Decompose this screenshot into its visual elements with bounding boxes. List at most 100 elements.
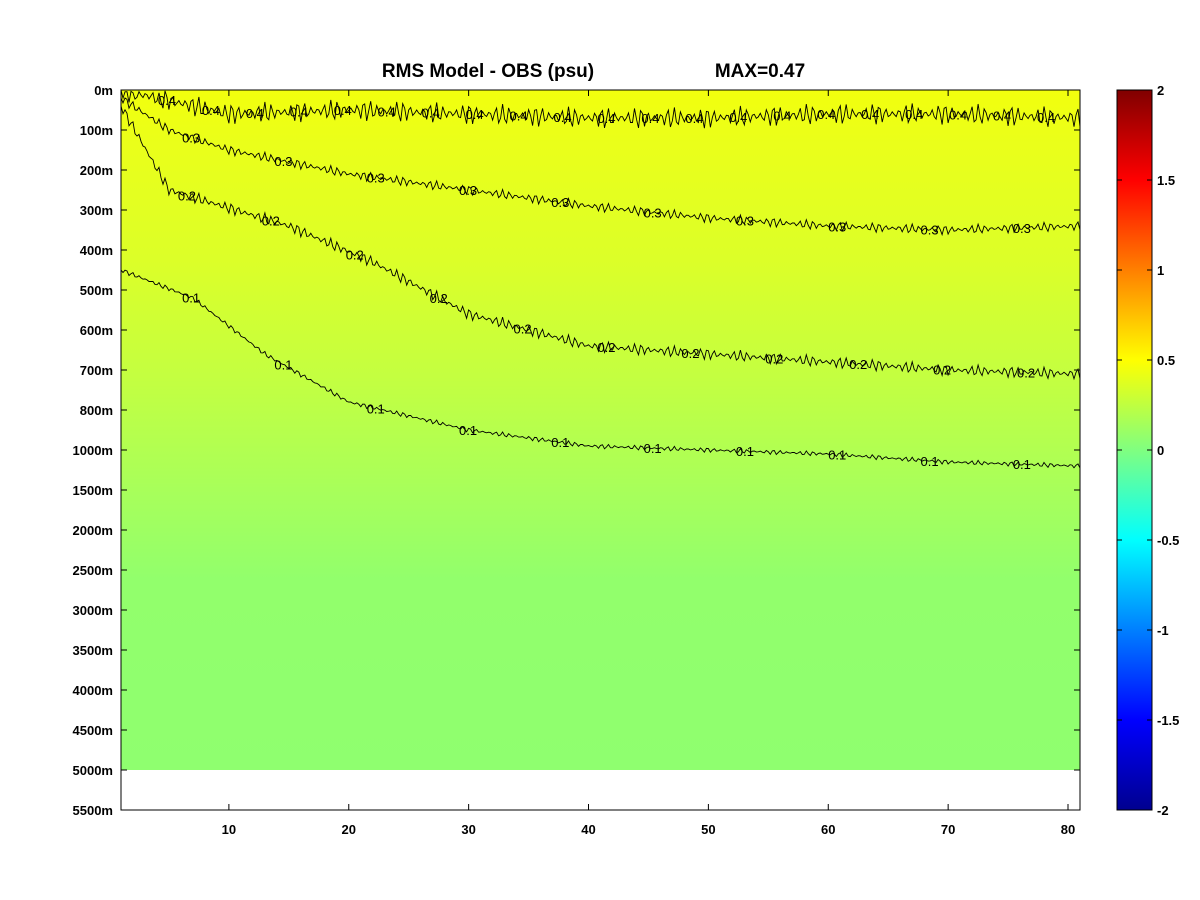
contour-label: 0.4 xyxy=(949,107,967,122)
contour-label: 0.2 xyxy=(262,214,280,229)
contour-label: 0.3 xyxy=(367,171,385,186)
contour-label: 0.4 xyxy=(641,111,659,126)
y-tick-label: 1000m xyxy=(73,443,113,458)
colorbar-tick-label: -1.5 xyxy=(1157,713,1179,728)
contour-label: 0.4 xyxy=(729,110,747,125)
contour-label: 0.4 xyxy=(1037,110,1055,125)
contour-label: 0.2 xyxy=(681,346,699,361)
x-tick-label: 70 xyxy=(941,822,955,837)
colorbar-fill xyxy=(1116,89,1153,811)
contour-label: 0.2 xyxy=(849,357,867,372)
contour-label: 0.4 xyxy=(290,105,308,120)
contour-label: 0.4 xyxy=(510,109,528,124)
y-tick-label: 4000m xyxy=(73,683,113,698)
contour-label: 0.3 xyxy=(459,183,477,198)
contour-label: 0.3 xyxy=(736,213,754,228)
contour-label: 0.2 xyxy=(346,247,364,262)
colorbar-tick-label: -1 xyxy=(1157,623,1169,638)
contour-label: 0.4 xyxy=(158,93,176,108)
contour-label: 0.1 xyxy=(644,441,662,456)
x-tick-label: 80 xyxy=(1061,822,1075,837)
contour-label: 0.1 xyxy=(367,401,385,416)
contour-label: 0.4 xyxy=(905,107,923,122)
contour-label: 0.2 xyxy=(1017,365,1035,380)
contour-label: 0.3 xyxy=(644,205,662,220)
y-tick-label: 200m xyxy=(80,163,113,178)
contour-label: 0.1 xyxy=(1013,457,1031,472)
contour-line-0-4 xyxy=(121,90,1080,129)
contour-label: 0.4 xyxy=(334,103,352,118)
contour-label: 0.2 xyxy=(430,291,448,306)
y-tick-label: 1500m xyxy=(73,483,113,498)
contour-line-0-3 xyxy=(121,97,1080,237)
contour-label: 0.1 xyxy=(736,444,754,459)
y-tick-label: 5000m xyxy=(73,763,113,778)
contour-label: 0.1 xyxy=(828,448,846,463)
colorbar-tick-label: 1.5 xyxy=(1157,173,1175,188)
contour-line-0-2 xyxy=(121,105,1080,381)
y-tick-label: 3000m xyxy=(73,603,113,618)
contour-label: 0.2 xyxy=(514,321,532,336)
contour-label: 0.2 xyxy=(933,363,951,378)
y-tick-label: 5500m xyxy=(73,803,113,818)
colorbar-tick-label: -2 xyxy=(1157,803,1169,818)
colorbar-tick-label: -0.5 xyxy=(1157,533,1179,548)
x-tick-label: 40 xyxy=(581,822,595,837)
y-tick-label: 0m xyxy=(94,83,113,98)
contour-label: 0.3 xyxy=(921,222,939,237)
x-tick-label: 10 xyxy=(222,822,236,837)
x-axis: 10 20 30 40 50 60 70 80 xyxy=(222,90,1075,837)
y-tick-label: 2000m xyxy=(73,523,113,538)
contour-label: 0.4 xyxy=(685,111,703,126)
colorbar: 2 1.5 1 0.5 0 -0.5 -1 -1.5 -2 xyxy=(1116,83,1179,818)
contour-label: 0.2 xyxy=(178,188,196,203)
colorbar-tick-label: 2 xyxy=(1157,83,1164,98)
x-tick-label: 50 xyxy=(701,822,715,837)
y-tick-label: 4500m xyxy=(73,723,113,738)
contour-label: 0.4 xyxy=(861,107,879,122)
x-tick-label: 30 xyxy=(461,822,475,837)
y-tick-label: 400m xyxy=(80,243,113,258)
chart-title: RMS Model - OBS (psu) xyxy=(382,61,594,82)
y-tick-label: 700m xyxy=(80,363,113,378)
contour-label: 0.4 xyxy=(466,107,484,122)
y-tick-label: 2500m xyxy=(73,563,113,578)
contour-label: 0.3 xyxy=(182,130,200,145)
contour-label: 0.4 xyxy=(202,103,220,118)
max-value-label: MAX=0.47 xyxy=(715,61,805,82)
contour-label: 0.3 xyxy=(551,195,569,210)
contour-label: 0.1 xyxy=(459,423,477,438)
y-tick-label: 600m xyxy=(80,323,113,338)
colorbar-tick-label: 1 xyxy=(1157,263,1164,278)
contour-label: 0.1 xyxy=(274,358,292,373)
contour-label: 0.4 xyxy=(597,111,615,126)
contour-label: 0.1 xyxy=(182,290,200,305)
contour-label: 0.4 xyxy=(246,106,264,121)
contour-label: 0.4 xyxy=(554,110,572,125)
contour-label: 0.4 xyxy=(817,107,835,122)
contour-label: 0.3 xyxy=(828,219,846,234)
contour-label: 0.1 xyxy=(551,435,569,450)
field-fill xyxy=(121,90,1080,770)
contour-label: 0.4 xyxy=(993,109,1011,124)
contour-label: 0.1 xyxy=(921,454,939,469)
y-tick-label: 300m xyxy=(80,203,113,218)
contour-label: 0.2 xyxy=(765,351,783,366)
contour-line-0-1 xyxy=(121,269,1080,469)
colorbar-tick-label: 0 xyxy=(1157,443,1164,458)
contour-label: 0.4 xyxy=(773,109,791,124)
x-tick-label: 60 xyxy=(821,822,835,837)
y-tick-label: 3500m xyxy=(73,643,113,658)
x-tick-label: 20 xyxy=(342,822,356,837)
contour-label: 0.3 xyxy=(274,154,292,169)
y-tick-label: 100m xyxy=(80,123,113,138)
plot-area: 0.40.4 0.4 0.4 0.4 0.4 0.4 0.4 0.4 0.4 0.4 0.4 0.4 0… xyxy=(120,89,1081,811)
colorbar-tick-label: 0.5 xyxy=(1157,353,1175,368)
y-tick-label: 800m xyxy=(80,403,113,418)
contour-label: 0.4 xyxy=(378,104,396,119)
y-tick-label: 500m xyxy=(80,283,113,298)
y-axis: 0m 100m 200m 300m 400m 500m 600m 700m 800m 1000m 1… xyxy=(73,83,1080,818)
contour-label: 0.2 xyxy=(597,340,615,355)
contour-label: 0.3 xyxy=(1013,221,1031,236)
